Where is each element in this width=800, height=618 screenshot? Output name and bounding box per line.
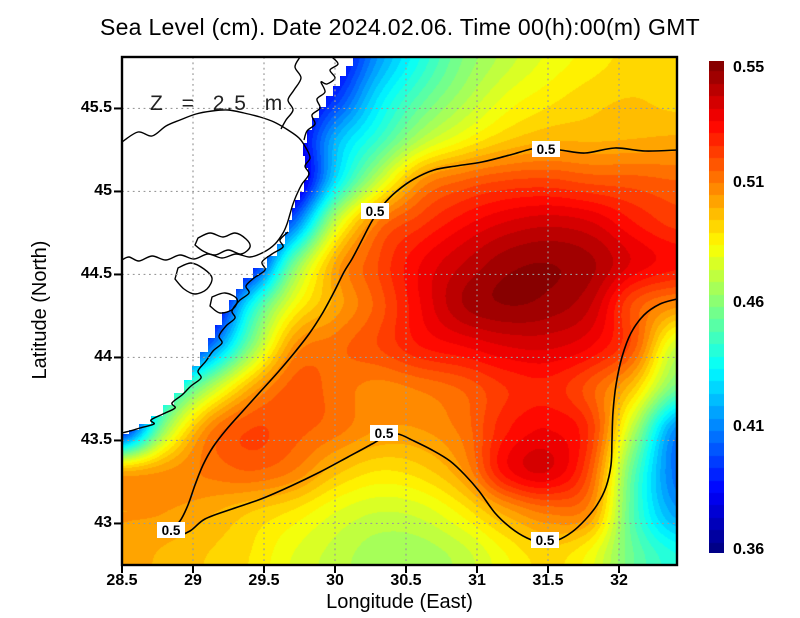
x-tick-label: 32 bbox=[610, 572, 628, 589]
colorbar-tick-label: 0.46 bbox=[733, 294, 765, 312]
x-tick-label: 29.5 bbox=[248, 572, 280, 589]
y-tick-label: 44 bbox=[94, 348, 112, 366]
colorbar-tick-label: 0.36 bbox=[733, 541, 765, 559]
y-tick-label: 44.5 bbox=[80, 265, 112, 283]
y-tick-label: 43.5 bbox=[80, 431, 112, 449]
y-tick-label: 43 bbox=[94, 514, 112, 532]
colorbar-tick-label: 0.41 bbox=[733, 418, 765, 436]
y-tick-label: 45.5 bbox=[80, 99, 112, 117]
x-tick-label: 30.5 bbox=[390, 572, 422, 589]
y-tick-label: 45 bbox=[94, 182, 112, 200]
sea-level-heatmap-canvas bbox=[122, 57, 677, 565]
plot-title: Sea Level (cm). Date 2024.02.06. Time 00… bbox=[99, 14, 701, 40]
colorbar-tick-label: 0.51 bbox=[733, 174, 765, 192]
x-tick-label: 30 bbox=[326, 572, 344, 589]
y-axis-label: Latitude (North) bbox=[29, 240, 51, 380]
x-tick-label: 29 bbox=[184, 572, 202, 589]
depth-annotation: Z = 2.5 m bbox=[150, 92, 285, 115]
x-tick-label: 31.5 bbox=[532, 572, 564, 589]
colorbar bbox=[709, 61, 724, 553]
colorbar-tick-label: 0.55 bbox=[733, 59, 765, 77]
x-tick-label: 31 bbox=[468, 572, 486, 589]
x-axis-label: Longitude (East) bbox=[326, 591, 473, 613]
x-tick-label: 28.5 bbox=[106, 572, 138, 589]
